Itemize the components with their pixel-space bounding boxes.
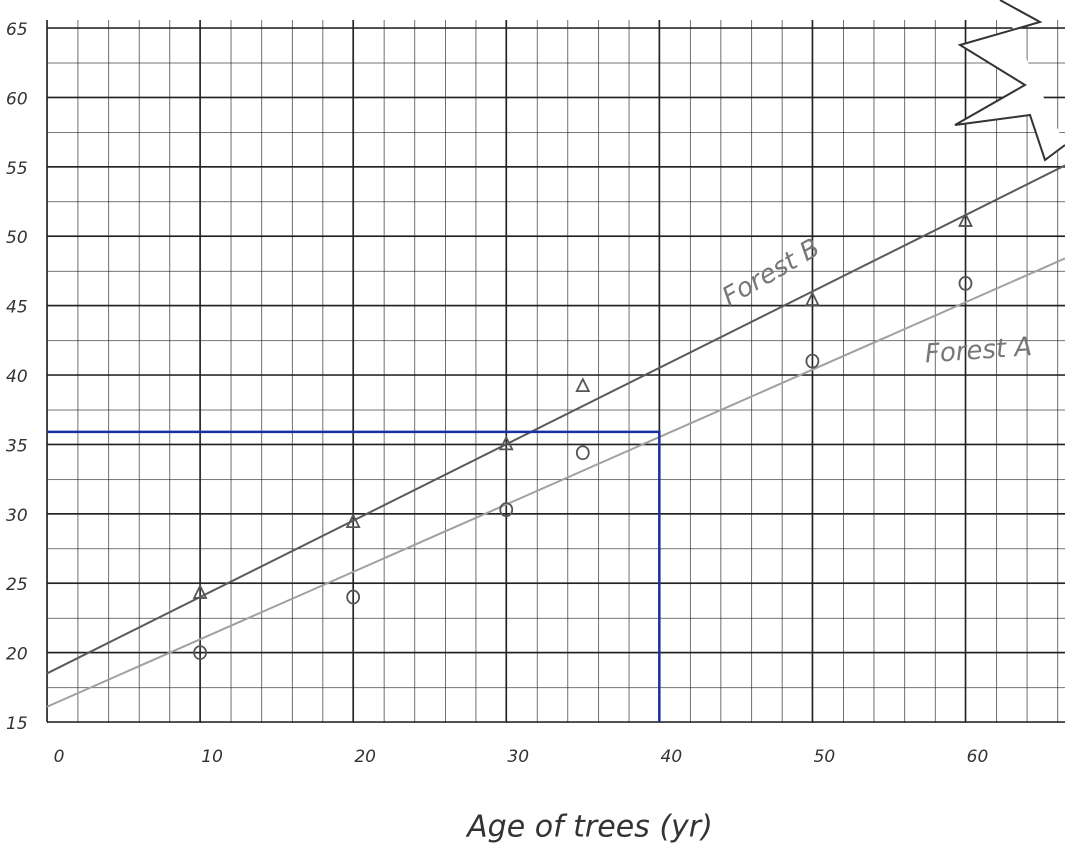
fit-line (46, 164, 1065, 675)
x-tick-label: 20 (354, 747, 376, 767)
y-tick-label: 15 (6, 714, 28, 734)
y-tick-label: 35 (6, 436, 28, 456)
y-tick-label: 40 (6, 367, 28, 387)
y-tick-label: 50 (6, 228, 28, 248)
triangle-marker (192, 583, 208, 599)
y-tick-label: 20 (6, 645, 28, 665)
y-tick-label: 55 (6, 159, 28, 179)
x-tick-label: 10 (201, 747, 223, 767)
triangle-marker (345, 513, 361, 529)
circle-marker (346, 589, 361, 605)
x-tick-label: 0 (54, 747, 65, 767)
fit-line (46, 257, 1065, 708)
y-tick-label: 60 (6, 89, 28, 109)
y-tick-label: 45 (6, 298, 28, 318)
x-axis-title: Age of trees (yr) (465, 810, 713, 845)
reading-line (47, 430, 661, 722)
triangle-marker (804, 291, 820, 306)
circle-marker (805, 353, 820, 369)
circle-marker (193, 645, 207, 660)
x-tick-label: 50 (814, 747, 836, 767)
y-tick-label: 30 (6, 506, 28, 526)
grid-paper (47, 20, 1065, 723)
x-tick-label: 30 (507, 747, 529, 767)
series-label: Forest A (924, 332, 1033, 369)
triangle-marker (958, 211, 973, 227)
x-tick-label: 40 (661, 747, 683, 767)
zigzag-doodle (954, 0, 1065, 162)
triangle-marker (498, 435, 514, 451)
circle-marker (958, 275, 973, 291)
plot-area (46, 20, 1065, 723)
x-tick-label: 60 (967, 747, 989, 767)
triangle-marker (575, 377, 591, 393)
circle-marker (499, 502, 514, 518)
y-tick-label: 25 (6, 575, 28, 595)
y-tick-label: 65 (6, 20, 28, 40)
circle-marker (575, 445, 590, 461)
